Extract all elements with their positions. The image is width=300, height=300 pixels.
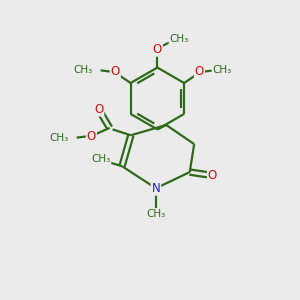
Text: O: O <box>153 43 162 56</box>
Text: CH₃: CH₃ <box>91 154 110 164</box>
Text: CH₃: CH₃ <box>74 65 93 75</box>
Text: O: O <box>111 65 120 78</box>
Text: O: O <box>208 169 217 182</box>
Text: CH₃: CH₃ <box>146 209 166 219</box>
Text: CH₃: CH₃ <box>212 65 232 75</box>
Text: CH₃: CH₃ <box>50 133 69 142</box>
Text: O: O <box>94 103 104 116</box>
Text: O: O <box>87 130 96 143</box>
Text: N: N <box>152 182 160 195</box>
Text: CH₃: CH₃ <box>169 34 189 44</box>
Text: O: O <box>195 65 204 78</box>
